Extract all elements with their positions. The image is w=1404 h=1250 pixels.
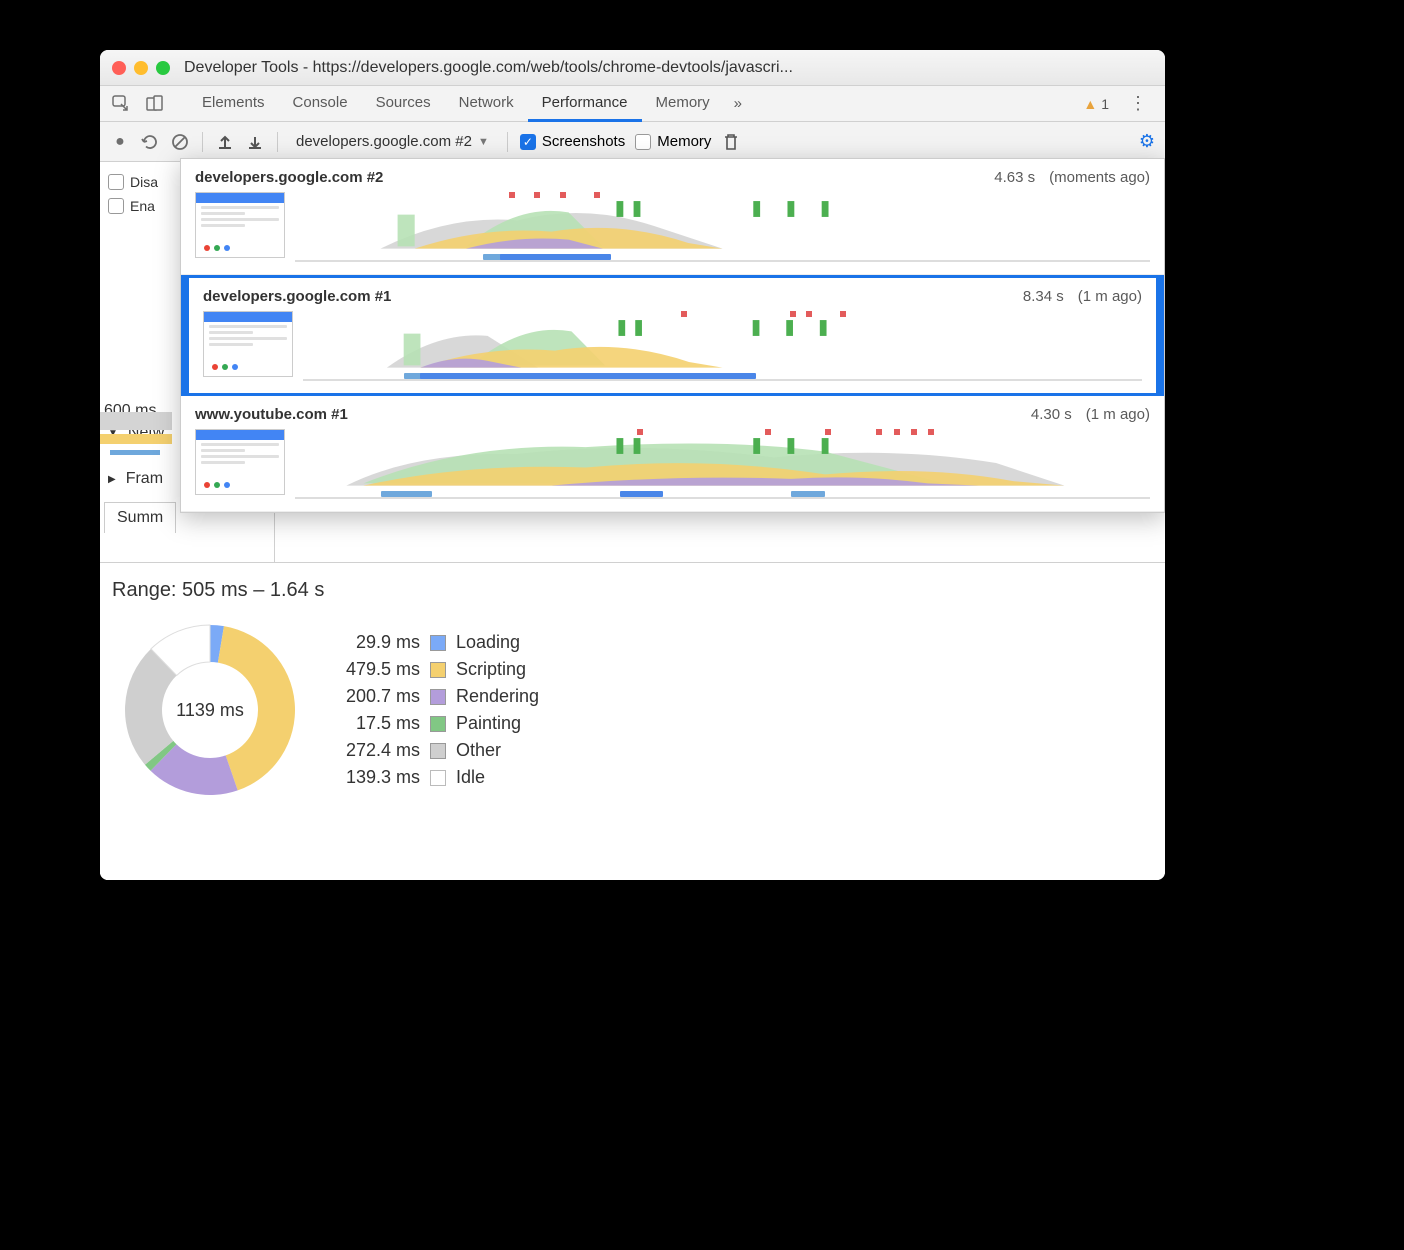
legend-swatch [430,716,446,732]
screenshots-label: Screenshots [542,133,625,150]
disable-cache-label: Disa [130,174,158,190]
legend-swatch [430,662,446,678]
recording-thumbnail [195,429,285,495]
perf-toolbar: ● developers.google.com #2 ▼ ✓ Screensho… [100,122,1165,162]
tab-performance[interactable]: Performance [528,86,642,122]
recording-item[interactable]: developers.google.com #2 4.63 s (moments a… [181,159,1164,275]
tab-elements[interactable]: Elements [188,86,279,122]
recording-name: developers.google.com #1 [203,288,391,305]
legend-name: Loading [456,632,520,653]
recording-duration: 4.63 s [994,169,1035,186]
memory-checkbox[interactable]: Memory [635,133,711,150]
traffic-lights [112,61,170,75]
checkbox-checked-icon: ✓ [520,134,536,150]
overview-strip [100,342,180,542]
reload-button[interactable] [140,132,160,152]
recording-timeline [295,429,1150,499]
summary-panel: Range: 505 ms – 1.64 s 1139 ms 29.9 ms Lo… [100,562,1165,880]
memory-label: Memory [657,133,711,150]
zoom-icon[interactable] [156,61,170,75]
recording-when: (1 m ago) [1078,288,1142,305]
devtools-window: Developer Tools - https://developers.goo… [100,50,1165,880]
legend-row-scripting: 479.5 ms Scripting [330,656,539,683]
summary-donut: 1139 ms [120,620,300,800]
tabs: ElementsConsoleSourcesNetworkPerformance… [188,86,724,122]
legend-name: Other [456,740,501,761]
recording-selector[interactable]: developers.google.com #2 ▼ [290,131,495,152]
recordings-dropdown: developers.google.com #2 4.63 s (moments a… [180,158,1165,513]
warning-count: 1 [1101,96,1109,112]
recording-timeline [295,192,1150,262]
checkbox-unchecked-icon [635,134,651,150]
legend-value: 479.5 ms [330,659,420,680]
minimize-icon[interactable] [134,61,148,75]
warning-icon: ▲ [1083,96,1097,112]
devtools-tabbar: ElementsConsoleSourcesNetworkPerformance… [100,86,1165,122]
range-label: Range: 505 ms – 1.64 s [100,563,1165,610]
legend-name: Rendering [456,686,539,707]
legend-row-idle: 139.3 ms Idle [330,764,539,791]
legend-value: 139.3 ms [330,767,420,788]
clear-button[interactable] [170,132,190,152]
menu-icon[interactable]: ⋮ [1121,93,1155,114]
titlebar: Developer Tools - https://developers.goo… [100,50,1165,86]
tab-memory[interactable]: Memory [642,86,724,122]
record-button[interactable]: ● [110,132,130,152]
recording-item[interactable]: developers.google.com #1 8.34 s (1 m ago) [181,275,1164,396]
checkbox-icon[interactable] [108,174,124,190]
legend-value: 29.9 ms [330,632,420,653]
screenshots-checkbox[interactable]: ✓ Screenshots [520,133,625,150]
recording-name: developers.google.com #2 [195,169,383,186]
recording-thumbnail [195,192,285,258]
recording-when: (1 m ago) [1086,406,1150,423]
legend-swatch [430,743,446,759]
warnings-badge[interactable]: ▲ 1 [1083,96,1109,112]
recording-thumbnail [203,311,293,377]
recording-item[interactable]: www.youtube.com #1 4.30 s (1 m ago) [181,396,1164,512]
tab-network[interactable]: Network [445,86,528,122]
legend-value: 200.7 ms [330,686,420,707]
close-icon[interactable] [112,61,126,75]
legend-swatch [430,770,446,786]
recording-when: (moments ago) [1049,169,1150,186]
tab-console[interactable]: Console [279,86,362,122]
legend-row-loading: 29.9 ms Loading [330,629,539,656]
recording-name: www.youtube.com #1 [195,406,348,423]
legend-value: 17.5 ms [330,713,420,734]
window-title: Developer Tools - https://developers.goo… [184,59,793,77]
recording-duration: 8.34 s [1023,288,1064,305]
recording-duration: 4.30 s [1031,406,1072,423]
enable-label: Ena [130,198,155,214]
save-button[interactable] [245,132,265,152]
dropdown-caret-icon: ▼ [478,136,489,148]
checkbox-icon[interactable] [108,198,124,214]
donut-total: 1139 ms [120,620,300,800]
legend-row-other: 272.4 ms Other [330,737,539,764]
legend-row-rendering: 200.7 ms Rendering [330,683,539,710]
legend-row-painting: 17.5 ms Painting [330,710,539,737]
legend-name: Painting [456,713,521,734]
inspect-icon[interactable] [110,95,132,113]
device-icon[interactable] [144,95,166,113]
load-button[interactable] [215,132,235,152]
summary-legend: 29.9 ms Loading 479.5 ms Scripting 200.7 ms R… [330,629,539,791]
legend-name: Scripting [456,659,526,680]
content-area: Disa Ena 600 ms ▼Netw ▶Fram Summ develop… [100,162,1165,880]
tab-sources[interactable]: Sources [362,86,445,122]
legend-value: 272.4 ms [330,740,420,761]
settings-button[interactable]: ⚙ [1139,131,1155,152]
legend-name: Idle [456,767,485,788]
recording-timeline [303,311,1142,381]
tabs-overflow[interactable]: » [724,87,752,120]
delete-button[interactable] [721,132,741,152]
legend-swatch [430,689,446,705]
recording-selector-label: developers.google.com #2 [296,133,472,150]
legend-swatch [430,635,446,651]
